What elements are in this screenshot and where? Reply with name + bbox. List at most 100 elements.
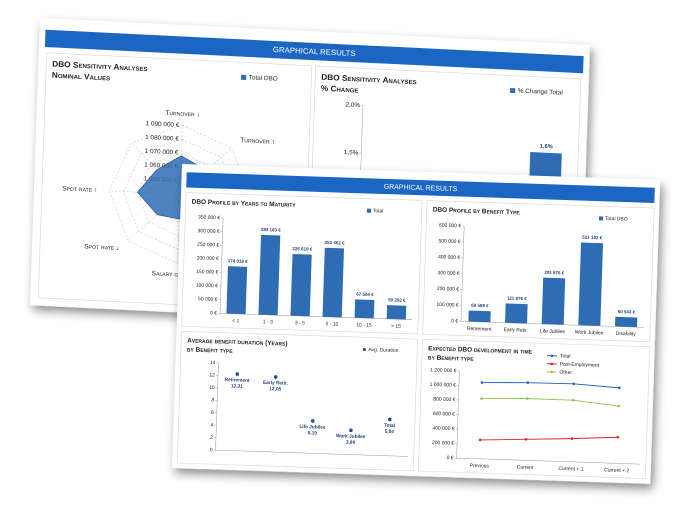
legend-label: Post-Employment (560, 361, 600, 368)
series-line (481, 398, 619, 407)
y-tick-label: 200 000 € (197, 255, 220, 262)
y-tick-label: 50 000 € (198, 296, 218, 303)
r-tick-label: 1 090 000 € (146, 120, 180, 129)
x-tick-label: Previous (469, 463, 489, 470)
r-tick-label: 1 080 000 € (145, 134, 179, 143)
point (617, 404, 621, 408)
x-tick-label: < 1 (232, 318, 239, 324)
r-tick-label: 1 060 000 € (144, 162, 178, 171)
point (524, 437, 528, 441)
legend-swatch (598, 216, 604, 221)
bar (468, 310, 491, 323)
data-label: 293 183 € (261, 227, 282, 233)
bar (541, 277, 566, 325)
legend-label: Total DBO (605, 216, 628, 223)
y-tick-label: 0 € (447, 455, 454, 461)
bar (505, 303, 528, 324)
chart-title: DBO Profile by Years to Maturity (192, 199, 297, 210)
y-tick-label: 14 (210, 360, 216, 366)
point (480, 381, 484, 384)
x-axis (220, 313, 413, 320)
series-line (481, 382, 620, 389)
y-tick-label: 2 (210, 435, 213, 441)
data-label: 253 462 € (325, 240, 346, 246)
x-tick-label: Disability (616, 331, 637, 338)
legend-label: % Change Total (518, 88, 563, 97)
point (526, 397, 529, 400)
y-tick-label: 300 000 € (197, 228, 220, 235)
point (310, 419, 315, 423)
y-tick-label: 200 000 € (432, 440, 455, 447)
legend-swatch (366, 208, 371, 213)
panel (176, 330, 418, 472)
data-label: 291 876 € (544, 270, 565, 276)
point (273, 375, 278, 379)
data-label: 60 543 € (618, 309, 636, 315)
x-tick-label: Life Jubilee (540, 328, 566, 335)
point (478, 438, 482, 442)
point-name: Total (384, 423, 395, 429)
y-tick-label: 2,0% (345, 102, 360, 110)
point-name: Work Jubilee (336, 433, 366, 440)
legend-swatch (550, 354, 554, 358)
y-tick-label: 100 000 € (436, 302, 459, 309)
y-tick-label: 800 000 € (433, 396, 456, 403)
category-label: Spot rate ↓ (84, 243, 120, 252)
y-tick-label: 4 (210, 422, 213, 428)
x-tick-label: Current + 2 (604, 467, 629, 474)
y-tick-label: 0 € (210, 310, 217, 316)
x-tick-label: Retirement (467, 326, 492, 333)
data-label: 5,19 (308, 430, 318, 436)
x-tick-label: Early Retir. (504, 327, 529, 334)
y-axis (219, 218, 224, 314)
header-bar (186, 172, 655, 203)
chart-title: Average benefit duration (Years) (187, 337, 288, 347)
category-label: Spot rate ↑ (62, 185, 98, 194)
legend-label: Total (560, 353, 571, 359)
data-label: 121 876 € (507, 296, 528, 302)
y-tick-label: 300 000 € (437, 270, 460, 277)
legend-label: Total (373, 208, 384, 214)
point (387, 417, 392, 422)
point (572, 382, 575, 386)
y-tick-label: 6 (211, 410, 214, 416)
data-label: 50 292 € (388, 297, 406, 303)
x-axis (215, 449, 408, 457)
data-label: 12,31 (231, 383, 243, 389)
chart-subtitle: by Benefit type (428, 354, 475, 363)
x-tick-label: Current (517, 464, 534, 471)
point (526, 381, 530, 384)
legend-label: Avg. Duration (368, 347, 398, 354)
bar (386, 305, 407, 320)
legend-swatch (510, 87, 516, 94)
data-label: 5,84 (385, 429, 395, 435)
legend-swatch (240, 74, 247, 81)
bar (226, 266, 248, 315)
data-label: 1,6% (540, 144, 553, 151)
y-tick-label: 200 000 € (437, 286, 460, 293)
y-tick-label: 500 000 € (438, 238, 461, 245)
x-tick-label: 3 - 5 (295, 320, 305, 326)
y-tick-label: 100 000 € (196, 283, 219, 290)
y-tick-label: 1 000 000 € (430, 382, 457, 389)
y-tick-label: 400 000 € (432, 425, 455, 432)
chart-subtitle: Nominal Values (52, 71, 111, 83)
y-tick-label: 1 200 000 € (430, 367, 457, 374)
point (571, 398, 575, 402)
header-bar (44, 29, 584, 74)
y-tick-label: 600 000 € (433, 411, 456, 418)
x-tick-label: 5 - 10 (325, 321, 338, 327)
x-tick-label: Work Jubilee (575, 329, 604, 336)
grid-ring (108, 125, 251, 264)
point (616, 435, 620, 439)
bar (354, 299, 375, 319)
panel (417, 338, 650, 479)
legend-swatch (550, 362, 554, 366)
y-axis (215, 362, 219, 451)
y-tick-label: 10 (209, 385, 215, 391)
bar (578, 242, 604, 326)
data-label: 67 504 € (356, 292, 374, 298)
point (570, 437, 574, 440)
x-tick-label: Current + 1 (558, 466, 583, 473)
